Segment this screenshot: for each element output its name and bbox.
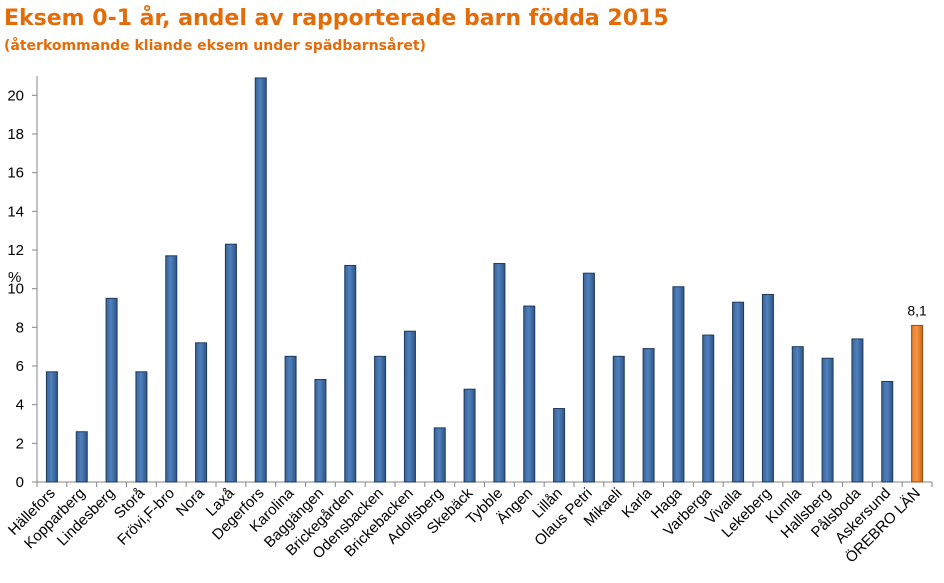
bar [45,371,58,483]
bar [642,348,655,483]
bar [105,297,118,483]
bar [761,293,774,483]
y-tick-label: 2 [16,435,24,452]
bar [493,263,506,483]
bar [791,346,804,483]
y-tick-label: 14 [7,203,24,220]
data-label: 8,1 [907,302,927,318]
bar [553,408,566,483]
bar [165,255,178,483]
y-tick-label: 4 [16,397,24,414]
bar [135,371,148,483]
bar [881,380,894,483]
bar [254,77,267,483]
y-tick-label: 10 [7,281,24,298]
bar [732,301,745,483]
bar [612,355,625,483]
bar [851,338,864,483]
bar [403,330,416,483]
bar [344,264,357,483]
chart-title: Eksem 0-1 år, andel av rapporterade barn… [4,6,669,31]
y-axis-label: % [8,269,21,286]
bar [672,286,685,483]
y-tick-label: 20 [7,87,24,104]
y-tick-label: 8 [16,319,24,336]
bar [224,243,237,483]
y-tick-label: 12 [7,242,24,259]
x-category-label: Nora [173,484,208,519]
bar [911,324,924,483]
bar [523,305,536,483]
y-tick-label: 16 [7,165,24,182]
bar [702,334,715,483]
bar [195,342,208,483]
bar [463,388,476,483]
bar [821,357,834,483]
bar [314,379,327,483]
x-category-label: Karla [619,484,656,521]
y-tick-label: 0 [16,474,24,491]
bar [75,431,88,483]
bar [374,355,387,483]
y-tick-label: 6 [16,358,24,375]
y-tick-label: 18 [7,126,24,143]
bar [433,427,446,483]
bar [284,355,297,483]
chart-subtitle: (återkommande kliande eksem under spädba… [4,38,426,54]
bar [582,272,595,483]
